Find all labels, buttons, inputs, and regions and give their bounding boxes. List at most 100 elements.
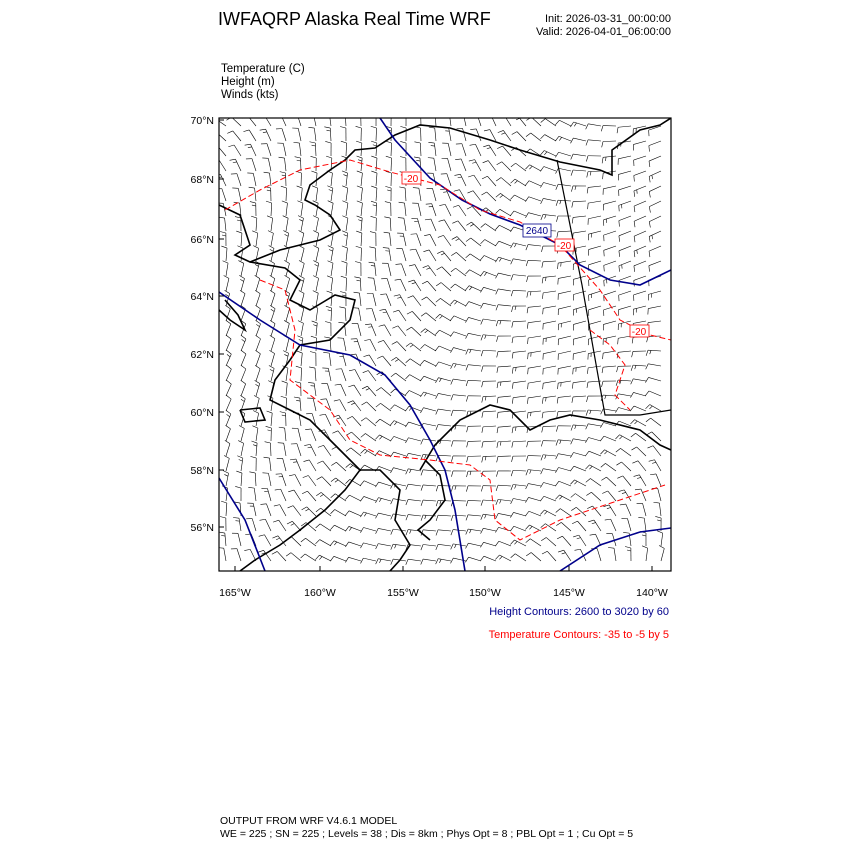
wind-barb	[495, 540, 512, 547]
wind-barb	[345, 510, 362, 517]
wind-barb	[336, 353, 347, 367]
wind-barb	[556, 522, 572, 532]
svg-text:-20: -20	[404, 174, 419, 185]
lat-tick-label: 66°N	[191, 234, 214, 246]
wind-barb	[450, 514, 467, 521]
wind-barb	[495, 240, 512, 247]
wind-barb	[468, 174, 482, 187]
wind-barb	[449, 118, 452, 127]
wind-barb	[342, 215, 349, 232]
lat-tick-label: 68°N	[191, 174, 214, 186]
wind-barb	[450, 315, 467, 322]
wind-barb	[525, 196, 542, 202]
wind-barb	[634, 488, 647, 502]
wind-barb	[617, 475, 632, 487]
wind-barb	[258, 534, 272, 547]
wind-barb	[511, 305, 527, 312]
wind-barb	[510, 242, 527, 249]
wind-barb	[618, 185, 632, 196]
wind-barb	[496, 440, 512, 448]
wind-barb	[301, 490, 317, 502]
wind-barb	[466, 221, 482, 232]
wind-barb	[340, 275, 347, 292]
wind-barb	[224, 290, 230, 307]
wind-barb	[408, 264, 422, 277]
wind-barb	[511, 455, 527, 463]
wind-barb	[600, 422, 617, 428]
wind-barb	[495, 272, 512, 279]
wind-barb	[236, 230, 243, 247]
wind-barb	[570, 452, 587, 458]
lon-tick-label: 160°W	[304, 587, 336, 599]
wind-barb	[243, 129, 257, 142]
wind-barb	[313, 260, 320, 277]
coastline	[416, 459, 446, 541]
wind-barb	[603, 245, 617, 257]
wind-barb	[435, 529, 452, 536]
wind-barb	[356, 230, 363, 247]
wind-barb	[542, 335, 557, 345]
wind-barb	[512, 365, 527, 374]
wind-barb	[420, 375, 437, 382]
wind-barb	[435, 345, 452, 352]
wind-barb	[573, 320, 587, 331]
wind-barb	[586, 395, 602, 402]
wind-barb	[452, 220, 467, 232]
wind-barb	[585, 464, 602, 472]
wind-barb	[556, 425, 572, 432]
wind-barb	[302, 475, 317, 487]
wind-barb	[316, 476, 332, 487]
wind-barb	[278, 156, 287, 172]
wind-barb	[219, 231, 227, 247]
wind-barb	[326, 290, 333, 307]
wind-barb	[495, 288, 512, 295]
wind-barb	[435, 361, 452, 368]
wind-barb	[400, 126, 407, 142]
wind-barb	[540, 134, 557, 142]
wind-barb	[313, 245, 320, 262]
wind-barb	[633, 155, 647, 167]
lon-tick-label: 155°W	[387, 587, 419, 599]
wind-barb	[219, 173, 227, 187]
wind-barb	[481, 410, 497, 418]
wind-barb	[330, 509, 347, 517]
wind-barb	[225, 335, 232, 352]
wind-barb	[633, 305, 647, 316]
wind-barb	[345, 463, 362, 472]
wind-barb	[365, 323, 377, 337]
wind-barb	[540, 166, 557, 172]
wind-barb	[304, 444, 317, 457]
wind-barb	[219, 134, 227, 142]
wind-barb	[570, 121, 587, 128]
wind-barb	[616, 125, 632, 134]
wind-barb	[255, 320, 261, 337]
wind-barb	[557, 275, 572, 285]
wind-barb	[397, 217, 407, 232]
wind-barb	[312, 290, 319, 307]
wind-barb	[480, 499, 497, 506]
wind-barb	[571, 185, 587, 192]
wind-barb	[450, 409, 467, 416]
wind-barb	[648, 215, 662, 228]
wind-barb	[624, 546, 632, 562]
wind-barb	[219, 120, 227, 127]
wind-barb	[342, 185, 349, 202]
wind-barb	[511, 350, 527, 359]
wind-barb	[633, 290, 647, 301]
wind-barb	[360, 480, 377, 487]
wind-barb	[558, 549, 572, 562]
wind-barb	[219, 547, 227, 562]
wind-barb	[298, 290, 305, 307]
wind-barb	[465, 333, 482, 339]
wind-barb	[496, 380, 512, 389]
wind-barb	[600, 435, 617, 442]
wind-barb	[480, 255, 497, 262]
wind-barb	[420, 360, 437, 367]
wind-barb	[480, 287, 497, 293]
wind-barb	[585, 123, 602, 130]
wind-barb	[262, 472, 272, 487]
wind-barb	[648, 290, 662, 301]
wind-barb	[466, 425, 482, 433]
wind-barb	[451, 455, 467, 462]
